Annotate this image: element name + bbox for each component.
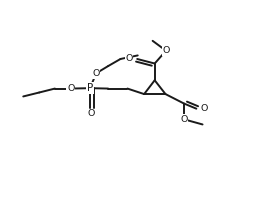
Text: P: P [87,83,93,93]
Text: O: O [67,84,75,93]
Text: O: O [201,104,208,113]
Text: O: O [162,46,170,55]
Text: O: O [88,109,95,118]
Text: O: O [92,69,100,78]
Text: O: O [125,54,133,63]
Text: O: O [180,115,188,124]
